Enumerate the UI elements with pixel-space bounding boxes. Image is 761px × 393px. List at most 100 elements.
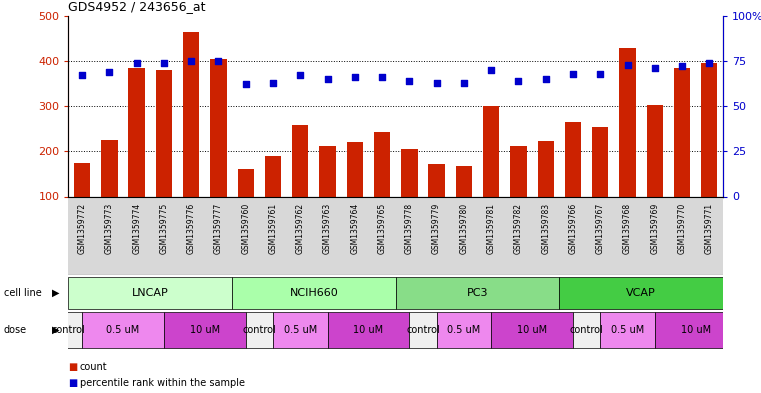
Text: GSM1359774: GSM1359774 <box>132 203 141 254</box>
Bar <box>483 106 499 242</box>
Bar <box>409 312 437 348</box>
Point <box>676 63 688 70</box>
Point <box>212 58 224 64</box>
Text: control: control <box>570 325 603 335</box>
Bar <box>265 156 281 242</box>
Text: 0.5 uM: 0.5 uM <box>284 325 317 335</box>
Text: percentile rank within the sample: percentile rank within the sample <box>80 378 245 388</box>
Text: GSM1359763: GSM1359763 <box>323 203 332 254</box>
Bar <box>55 312 82 348</box>
Text: GSM1359783: GSM1359783 <box>541 203 550 254</box>
Text: dose: dose <box>4 325 27 335</box>
Point <box>648 65 661 71</box>
Text: GSM1359765: GSM1359765 <box>377 203 387 254</box>
Text: PC3: PC3 <box>466 288 489 298</box>
Bar <box>510 146 527 242</box>
Text: GDS4952 / 243656_at: GDS4952 / 243656_at <box>68 0 206 13</box>
Text: ■: ■ <box>68 362 78 373</box>
Text: GSM1359768: GSM1359768 <box>623 203 632 254</box>
Text: GSM1359778: GSM1359778 <box>405 203 414 254</box>
Text: VCAP: VCAP <box>626 288 656 298</box>
Text: control: control <box>52 325 85 335</box>
Point <box>431 79 443 86</box>
Bar <box>701 63 718 242</box>
Point <box>131 60 143 66</box>
Point <box>267 79 279 86</box>
Point <box>158 60 170 66</box>
Point <box>76 72 88 79</box>
Point <box>403 78 416 84</box>
Bar <box>232 277 396 309</box>
Point <box>622 61 634 68</box>
Text: count: count <box>80 362 107 373</box>
Text: GSM1359781: GSM1359781 <box>487 203 495 254</box>
Point <box>703 60 715 66</box>
Text: GSM1359777: GSM1359777 <box>214 203 223 254</box>
Bar <box>537 141 554 242</box>
Bar <box>82 312 164 348</box>
Text: LNCAP: LNCAP <box>132 288 169 298</box>
Bar <box>183 31 199 242</box>
Text: 10 uM: 10 uM <box>189 325 220 335</box>
Text: GSM1359767: GSM1359767 <box>596 203 605 254</box>
Text: 0.5 uM: 0.5 uM <box>107 325 140 335</box>
Point <box>540 76 552 82</box>
Text: 0.5 uM: 0.5 uM <box>611 325 644 335</box>
Point <box>185 58 197 64</box>
Bar <box>273 312 327 348</box>
Text: GSM1359769: GSM1359769 <box>651 203 659 254</box>
Bar <box>573 312 600 348</box>
Text: GSM1359773: GSM1359773 <box>105 203 114 254</box>
Bar <box>647 105 663 242</box>
Text: GSM1359761: GSM1359761 <box>269 203 278 254</box>
Text: GSM1359771: GSM1359771 <box>705 203 714 254</box>
Bar <box>237 169 254 242</box>
Bar <box>320 146 336 242</box>
Point <box>567 70 579 77</box>
Point <box>512 78 524 84</box>
Text: 0.5 uM: 0.5 uM <box>447 325 480 335</box>
Text: GSM1359775: GSM1359775 <box>160 203 168 254</box>
Text: ▶: ▶ <box>52 325 59 335</box>
Bar <box>654 312 737 348</box>
Bar <box>396 277 559 309</box>
Point <box>458 79 470 86</box>
Bar <box>673 68 690 242</box>
Text: GSM1359779: GSM1359779 <box>432 203 441 254</box>
Text: 10 uM: 10 uM <box>353 325 384 335</box>
Bar <box>346 142 363 242</box>
Point <box>295 72 307 79</box>
Bar <box>246 312 273 348</box>
Text: control: control <box>243 325 276 335</box>
Bar <box>592 127 609 242</box>
Text: GSM1359764: GSM1359764 <box>350 203 359 254</box>
Text: GSM1359780: GSM1359780 <box>460 203 468 254</box>
Bar <box>619 48 635 242</box>
Text: NCIH660: NCIH660 <box>289 288 339 298</box>
Text: GSM1359772: GSM1359772 <box>78 203 87 254</box>
Bar <box>437 312 491 348</box>
Bar <box>491 312 573 348</box>
Bar <box>74 163 91 242</box>
Point <box>485 67 497 73</box>
Point <box>240 81 252 88</box>
Point <box>103 69 116 75</box>
Text: ■: ■ <box>68 378 78 388</box>
Bar <box>292 125 308 242</box>
Text: GSM1359766: GSM1359766 <box>568 203 578 254</box>
Point <box>349 74 361 80</box>
Text: GSM1359762: GSM1359762 <box>296 203 304 254</box>
Text: ▶: ▶ <box>52 288 59 298</box>
Bar <box>559 277 723 309</box>
Bar <box>156 70 172 242</box>
Point <box>376 74 388 80</box>
Text: 10 uM: 10 uM <box>517 325 547 335</box>
Text: GSM1359782: GSM1359782 <box>514 203 523 254</box>
Bar <box>374 132 390 242</box>
Bar <box>101 140 117 242</box>
Bar <box>68 277 232 309</box>
Text: control: control <box>406 325 440 335</box>
Bar <box>456 166 472 242</box>
Text: GSM1359776: GSM1359776 <box>186 203 196 254</box>
Bar <box>129 68 145 242</box>
